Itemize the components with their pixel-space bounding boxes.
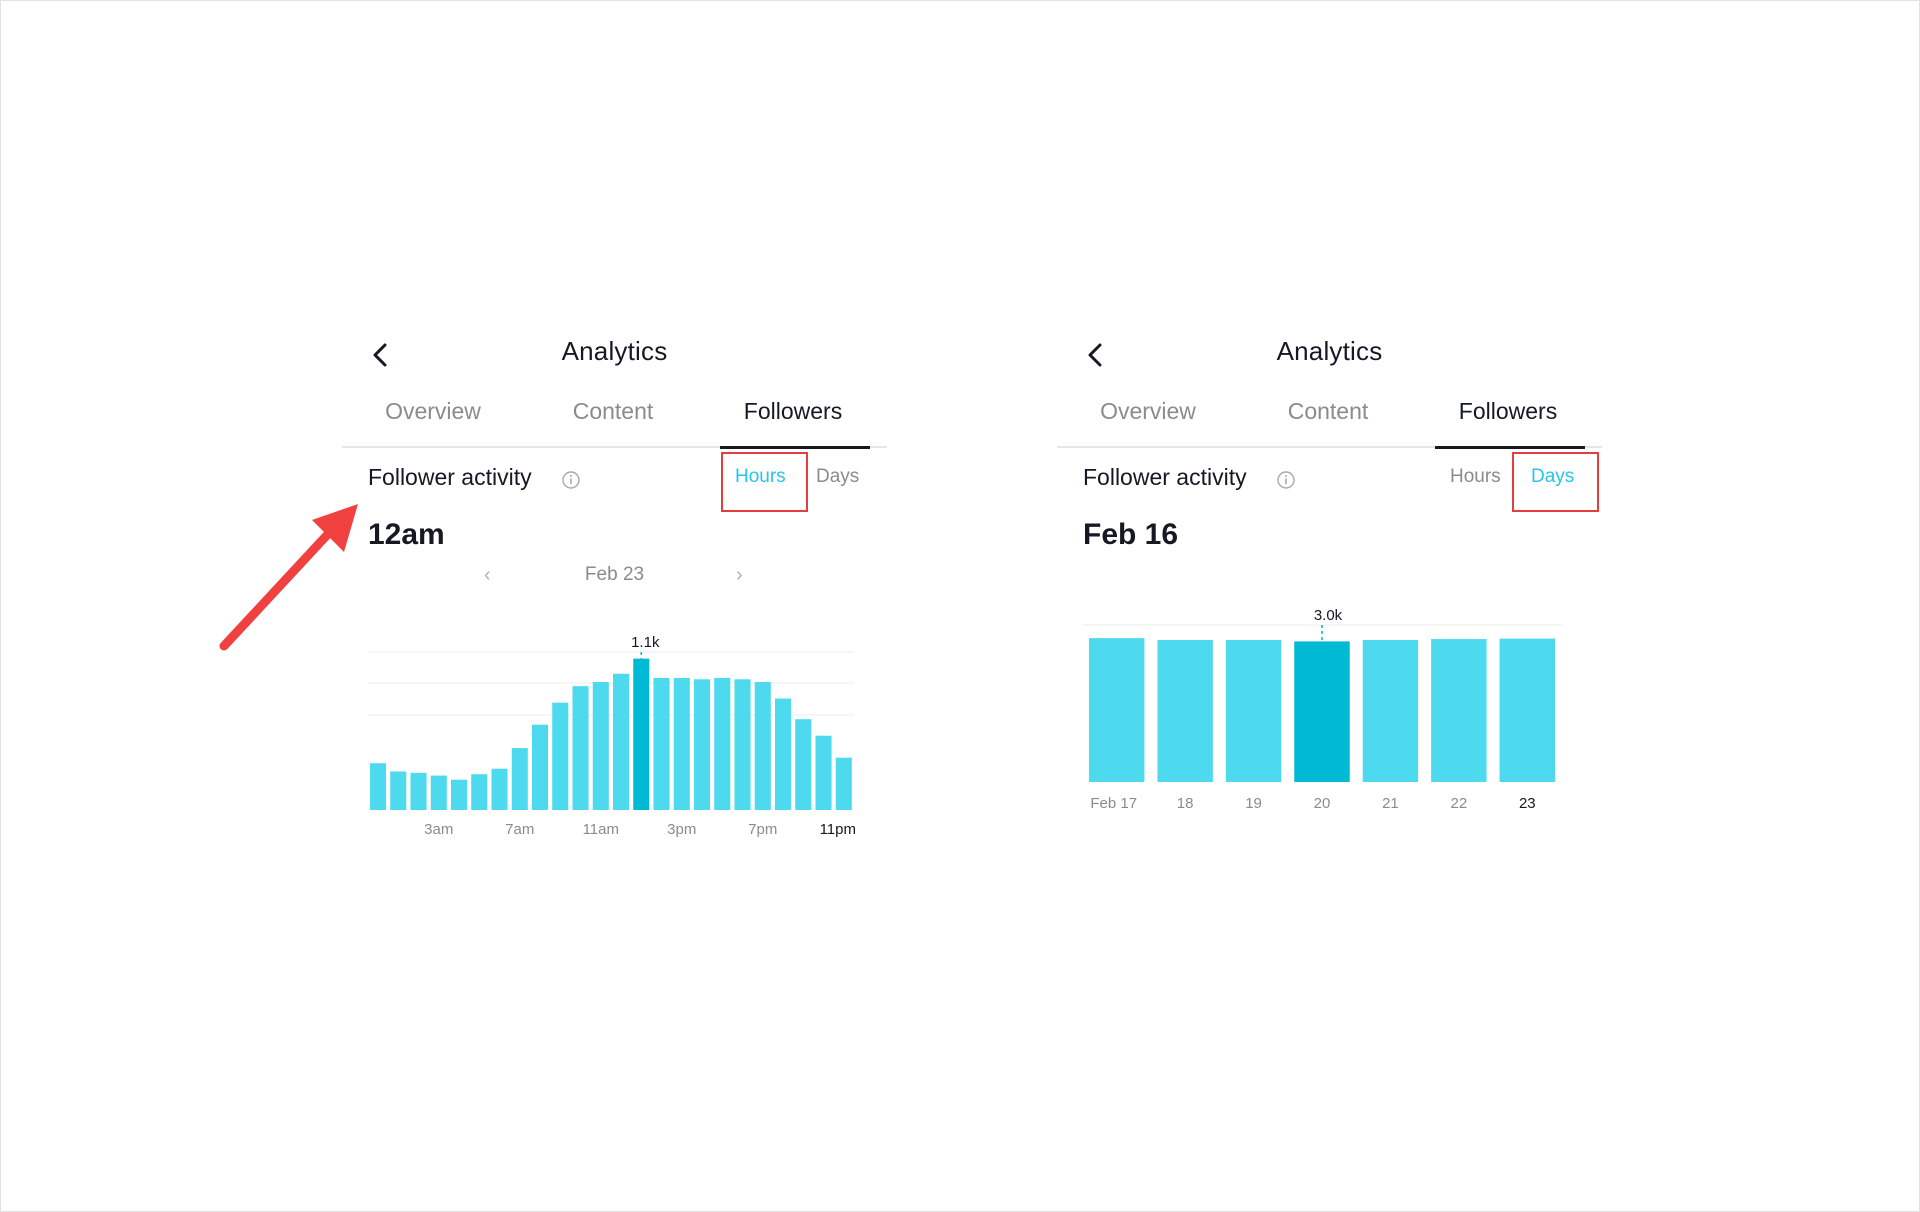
tab-bar: Overview Content Followers: [342, 388, 887, 449]
bar-6pm: [734, 679, 751, 810]
bar-7pm: [754, 682, 771, 810]
bar-11pm: [835, 757, 852, 810]
bar-22: [1431, 639, 1487, 782]
section-title: Follower activity: [368, 464, 532, 490]
tab-bar: Overview Content Followers: [1057, 388, 1602, 449]
hours-highlight-box: [721, 452, 808, 512]
bar-1pm: [633, 658, 650, 810]
x-tick-label: 3pm: [667, 821, 696, 838]
x-tick-label: 23: [1519, 795, 1536, 812]
selected-time-value: 12am: [368, 518, 445, 551]
bar-8pm: [775, 698, 792, 810]
date-prev-button[interactable]: ‹: [484, 564, 491, 586]
date-label: Feb 23: [584, 564, 645, 585]
date-navigator: ‹ Feb 23 ›: [342, 564, 887, 596]
bar-6am: [491, 768, 508, 810]
x-tick-label: 3am: [424, 821, 453, 838]
bar-9am: [552, 702, 569, 810]
hourly-follower-chart: 1.1k 3am 7am 11am 3pm 7pm 11pm: [368, 634, 856, 838]
tab-content[interactable]: Content: [1287, 398, 1369, 424]
bar-Feb 17: [1089, 638, 1145, 782]
page-title: Analytics: [561, 336, 668, 366]
x-tick-label: Feb 17: [1090, 795, 1137, 812]
bar-18: [1157, 639, 1213, 782]
tab-overview[interactable]: Overview: [385, 398, 481, 424]
tab-selected-indicator: [1435, 446, 1585, 449]
tab-followers[interactable]: Followers: [1458, 398, 1558, 424]
toggle-days[interactable]: Days: [1531, 466, 1575, 487]
bar-4pm: [694, 679, 711, 810]
x-tick-label: 7am: [505, 821, 534, 838]
value-annotation: 1.1k: [631, 634, 660, 651]
bar-7am: [511, 748, 528, 810]
bar-11am: [592, 682, 609, 810]
toggle-hours[interactable]: Hours: [735, 466, 786, 487]
x-tick-label: 20: [1314, 795, 1331, 812]
tab-followers[interactable]: Followers: [743, 398, 843, 424]
x-tick-label: 7pm: [748, 821, 777, 838]
back-button[interactable]: [1081, 340, 1111, 370]
toggle-hours[interactable]: Hours: [1450, 466, 1501, 487]
days-highlight-box: [1512, 452, 1599, 512]
red-arrow-annotation: [219, 504, 358, 651]
x-tick-label: 11am: [583, 821, 619, 838]
info-icon[interactable]: [561, 470, 581, 490]
bar-4am: [451, 779, 468, 810]
bar-12pm: [613, 673, 630, 810]
tab-selected-indicator: [720, 446, 870, 449]
toggle-days[interactable]: Days: [816, 466, 860, 487]
x-tick-label: 19: [1245, 795, 1262, 812]
back-button[interactable]: [366, 340, 396, 370]
x-tick-label: 22: [1451, 795, 1468, 812]
bar-5pm: [714, 677, 731, 810]
x-tick-label: 11pm: [820, 821, 856, 838]
bar-8am: [532, 724, 549, 810]
tab-content[interactable]: Content: [572, 398, 654, 424]
bar-9pm: [795, 719, 812, 810]
bar-10am: [572, 686, 589, 810]
page-title: Analytics: [1276, 336, 1383, 366]
bar-20: [1294, 641, 1350, 782]
bar-19: [1225, 639, 1282, 782]
tab-overview[interactable]: Overview: [1100, 398, 1196, 424]
bar-2pm: [653, 677, 670, 810]
x-tick-label: 18: [1177, 795, 1194, 812]
bar-2am: [410, 772, 427, 810]
chevron-left-icon: [1088, 343, 1102, 367]
bar-3am: [430, 775, 447, 810]
bar-1am: [390, 771, 407, 810]
bar-23: [1499, 638, 1555, 782]
analytics-panel-hours: Analytics Overview Content Followers Fol…: [342, 320, 902, 880]
bar-5am: [471, 774, 488, 810]
x-tick-label: 21: [1382, 795, 1399, 812]
section-title: Follower activity: [1083, 464, 1247, 490]
bar-10pm: [815, 735, 832, 810]
bar-12am: [370, 763, 387, 810]
date-next-button[interactable]: ›: [736, 564, 743, 586]
info-icon[interactable]: [1276, 470, 1296, 490]
daily-follower-chart: Feb 17 18 19 20 21 22 23 3.0k: [1083, 607, 1562, 812]
chevron-left-icon: [373, 343, 387, 367]
value-annotation: 3.0k: [1314, 607, 1343, 624]
selected-date-value: Feb 16: [1083, 518, 1179, 551]
analytics-panel-days: Analytics Overview Content Followers Fol…: [1057, 320, 1617, 880]
bar-21: [1362, 639, 1419, 782]
bar-3pm: [673, 677, 690, 810]
